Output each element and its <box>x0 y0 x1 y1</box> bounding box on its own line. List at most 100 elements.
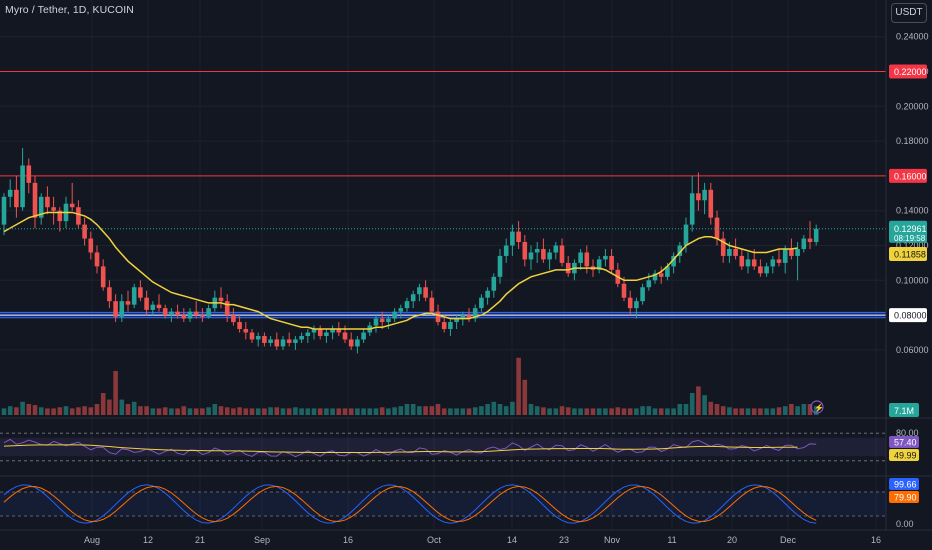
volume-bar <box>131 401 137 415</box>
candle-body <box>14 189 19 208</box>
candle-body <box>355 339 360 347</box>
stoch-k-box <box>889 478 919 490</box>
volume-bar <box>528 404 534 415</box>
candle-body <box>69 203 75 208</box>
candle-body <box>255 335 261 340</box>
candle-body <box>646 280 652 288</box>
candle-body <box>348 339 354 347</box>
candle-body <box>720 238 726 256</box>
volume-bar <box>311 408 317 415</box>
candle-body <box>782 248 788 263</box>
volume-bar <box>460 408 466 415</box>
volume-bar <box>572 408 577 415</box>
candle-body <box>528 252 534 260</box>
candle-body <box>745 259 751 267</box>
volume-bar <box>634 408 639 415</box>
volume-bar <box>76 407 81 415</box>
volume-bar <box>541 407 546 415</box>
time-tick-label: 16 <box>343 535 353 545</box>
volume-bar <box>26 404 32 415</box>
candle-body <box>789 248 794 256</box>
candle-body <box>603 255 608 260</box>
volume-bar <box>324 408 329 415</box>
volume-bar <box>249 408 255 415</box>
stoch-d-line <box>3 485 817 523</box>
volume-bar <box>175 408 180 415</box>
volume-bar <box>7 406 13 415</box>
volume-bar <box>286 408 292 415</box>
candle-body <box>733 248 738 256</box>
level-label-box <box>889 308 927 323</box>
candle-body <box>751 259 757 267</box>
stoch-d-box <box>889 491 919 503</box>
volume-bar <box>596 408 602 415</box>
candle-body <box>770 259 776 267</box>
price-tick-label: 0.14000 <box>896 206 929 216</box>
volume-bar <box>758 408 763 415</box>
rsi-ma-label: 49.99 <box>894 451 917 461</box>
candle-body <box>553 245 559 253</box>
candle-body <box>689 193 695 225</box>
candle-body <box>813 228 819 243</box>
candle-body <box>82 224 87 239</box>
volume-bar <box>69 408 75 415</box>
volume-bar <box>733 408 738 415</box>
candle-body <box>652 273 658 281</box>
candle-body <box>156 304 162 309</box>
time-tick-label: Sep <box>254 535 270 545</box>
candle-body <box>671 255 676 267</box>
candle-body <box>516 231 521 243</box>
volume-bar <box>32 405 38 415</box>
candle-body <box>144 297 149 310</box>
candle-body <box>801 238 807 249</box>
volume-bar <box>534 406 540 415</box>
candle-body <box>677 245 683 256</box>
volume-bar <box>578 408 583 415</box>
lightning-glyph: ⚡ <box>814 403 824 413</box>
candle-body <box>510 231 515 246</box>
volume-bar <box>696 386 701 415</box>
currency-button[interactable]: USDT <box>891 3 927 23</box>
rsi-ma-line <box>3 444 798 454</box>
candle-body <box>410 294 416 302</box>
volume-bar <box>565 407 571 415</box>
volume-bar <box>547 408 552 415</box>
volume-bar <box>119 399 125 415</box>
volume-bar <box>82 406 87 415</box>
volume-label: 7.1M <box>894 406 914 416</box>
candle-body <box>559 245 565 263</box>
volume-bar <box>590 408 596 415</box>
volume-bar <box>305 408 311 415</box>
volume-bar <box>355 408 360 415</box>
candle-body <box>336 329 342 333</box>
candle-body <box>627 297 633 309</box>
rsi-value-box <box>889 436 919 448</box>
candle-body <box>317 329 323 336</box>
candle-body <box>479 297 484 309</box>
volume-bar <box>807 404 813 415</box>
candle-body <box>392 311 397 319</box>
candle-body <box>193 311 199 316</box>
time-tick-label: 11 <box>667 535 676 545</box>
candle-body <box>125 301 131 305</box>
volume-bar <box>243 408 249 415</box>
candle-body <box>491 276 497 291</box>
volume-bar <box>714 404 720 415</box>
volume-bar <box>671 408 676 415</box>
volume-bar <box>280 408 286 415</box>
volume-bar <box>144 406 149 415</box>
candle-body <box>683 224 689 246</box>
volume-bar <box>702 395 707 415</box>
candle-body <box>150 304 156 310</box>
volume-bar <box>51 408 56 415</box>
volume-bar <box>491 401 497 415</box>
candle-body <box>404 301 410 309</box>
candle-body <box>7 189 13 197</box>
rsi-line <box>3 438 817 458</box>
candle-body <box>386 318 391 323</box>
volume-bar <box>330 408 335 415</box>
volume-bar <box>708 401 714 415</box>
candle-body <box>807 238 813 243</box>
candle-body <box>764 266 769 274</box>
